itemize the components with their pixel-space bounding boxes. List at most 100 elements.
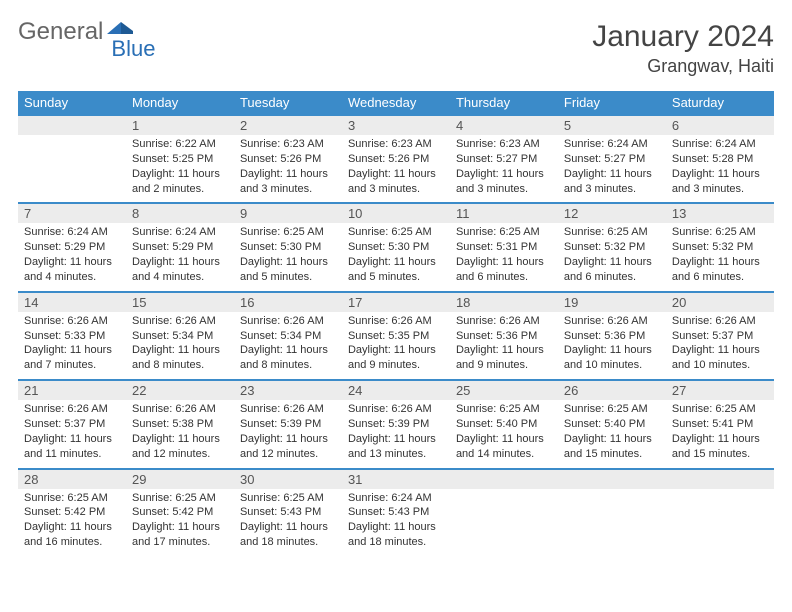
day-cell: 20Sunrise: 6:26 AMSunset: 5:37 PMDayligh…	[666, 292, 774, 380]
daylight-text: Daylight: 11 hours and 12 minutes.	[132, 432, 228, 462]
day-content: Sunrise: 6:24 AMSunset: 5:43 PMDaylight:…	[342, 489, 450, 556]
daylight-text: Daylight: 11 hours and 15 minutes.	[672, 432, 768, 462]
page-header: General Blue January 2024 Grangwav, Hait…	[18, 20, 774, 77]
sunrise-text: Sunrise: 6:25 AM	[456, 225, 552, 240]
dow-sun: Sunday	[18, 91, 126, 115]
day-number: 15	[126, 293, 234, 312]
dow-sat: Saturday	[666, 91, 774, 115]
day-cell: 24Sunrise: 6:26 AMSunset: 5:39 PMDayligh…	[342, 380, 450, 468]
sunrise-text: Sunrise: 6:26 AM	[24, 402, 120, 417]
day-cell: 28Sunrise: 6:25 AMSunset: 5:42 PMDayligh…	[18, 469, 126, 556]
day-cell: 9Sunrise: 6:25 AMSunset: 5:30 PMDaylight…	[234, 203, 342, 291]
day-content: Sunrise: 6:25 AMSunset: 5:31 PMDaylight:…	[450, 223, 558, 290]
day-content: Sunrise: 6:26 AMSunset: 5:36 PMDaylight:…	[558, 312, 666, 379]
sunrise-text: Sunrise: 6:23 AM	[348, 137, 444, 152]
day-content	[666, 489, 774, 497]
day-number	[18, 116, 126, 135]
sunset-text: Sunset: 5:41 PM	[672, 417, 768, 432]
day-content: Sunrise: 6:24 AMSunset: 5:29 PMDaylight:…	[18, 223, 126, 290]
sunset-text: Sunset: 5:29 PM	[132, 240, 228, 255]
daylight-text: Daylight: 11 hours and 2 minutes.	[132, 167, 228, 197]
dow-row: Sunday Monday Tuesday Wednesday Thursday…	[18, 91, 774, 115]
day-cell: 29Sunrise: 6:25 AMSunset: 5:42 PMDayligh…	[126, 469, 234, 556]
day-number: 28	[18, 470, 126, 489]
day-content: Sunrise: 6:26 AMSunset: 5:34 PMDaylight:…	[126, 312, 234, 379]
sunset-text: Sunset: 5:42 PM	[132, 505, 228, 520]
week-row: 21Sunrise: 6:26 AMSunset: 5:37 PMDayligh…	[18, 380, 774, 468]
sunrise-text: Sunrise: 6:26 AM	[672, 314, 768, 329]
day-number: 1	[126, 116, 234, 135]
sunrise-text: Sunrise: 6:25 AM	[564, 402, 660, 417]
day-cell	[18, 115, 126, 203]
sunrise-text: Sunrise: 6:25 AM	[672, 402, 768, 417]
sunrise-text: Sunrise: 6:23 AM	[240, 137, 336, 152]
day-number: 7	[18, 204, 126, 223]
daylight-text: Daylight: 11 hours and 8 minutes.	[240, 343, 336, 373]
day-cell: 30Sunrise: 6:25 AMSunset: 5:43 PMDayligh…	[234, 469, 342, 556]
day-cell: 13Sunrise: 6:25 AMSunset: 5:32 PMDayligh…	[666, 203, 774, 291]
dow-wed: Wednesday	[342, 91, 450, 115]
day-content: Sunrise: 6:26 AMSunset: 5:39 PMDaylight:…	[342, 400, 450, 467]
daylight-text: Daylight: 11 hours and 14 minutes.	[456, 432, 552, 462]
sunset-text: Sunset: 5:43 PM	[348, 505, 444, 520]
daylight-text: Daylight: 11 hours and 9 minutes.	[456, 343, 552, 373]
day-content: Sunrise: 6:26 AMSunset: 5:39 PMDaylight:…	[234, 400, 342, 467]
day-content: Sunrise: 6:25 AMSunset: 5:41 PMDaylight:…	[666, 400, 774, 467]
day-content: Sunrise: 6:25 AMSunset: 5:30 PMDaylight:…	[342, 223, 450, 290]
sunrise-text: Sunrise: 6:25 AM	[240, 491, 336, 506]
week-row: 1Sunrise: 6:22 AMSunset: 5:25 PMDaylight…	[18, 115, 774, 203]
day-content: Sunrise: 6:25 AMSunset: 5:32 PMDaylight:…	[666, 223, 774, 290]
sunrise-text: Sunrise: 6:24 AM	[672, 137, 768, 152]
day-cell: 21Sunrise: 6:26 AMSunset: 5:37 PMDayligh…	[18, 380, 126, 468]
day-number	[666, 470, 774, 489]
day-content: Sunrise: 6:25 AMSunset: 5:40 PMDaylight:…	[558, 400, 666, 467]
day-cell: 11Sunrise: 6:25 AMSunset: 5:31 PMDayligh…	[450, 203, 558, 291]
daylight-text: Daylight: 11 hours and 4 minutes.	[24, 255, 120, 285]
day-number: 26	[558, 381, 666, 400]
sunset-text: Sunset: 5:25 PM	[132, 152, 228, 167]
sunrise-text: Sunrise: 6:24 AM	[24, 225, 120, 240]
day-number: 30	[234, 470, 342, 489]
sunrise-text: Sunrise: 6:25 AM	[672, 225, 768, 240]
day-cell: 4Sunrise: 6:23 AMSunset: 5:27 PMDaylight…	[450, 115, 558, 203]
daylight-text: Daylight: 11 hours and 3 minutes.	[672, 167, 768, 197]
day-cell: 25Sunrise: 6:25 AMSunset: 5:40 PMDayligh…	[450, 380, 558, 468]
day-cell: 22Sunrise: 6:26 AMSunset: 5:38 PMDayligh…	[126, 380, 234, 468]
sunrise-text: Sunrise: 6:25 AM	[24, 491, 120, 506]
sunrise-text: Sunrise: 6:23 AM	[456, 137, 552, 152]
day-cell: 17Sunrise: 6:26 AMSunset: 5:35 PMDayligh…	[342, 292, 450, 380]
sunset-text: Sunset: 5:33 PM	[24, 329, 120, 344]
day-number: 17	[342, 293, 450, 312]
day-number: 5	[558, 116, 666, 135]
day-cell: 7Sunrise: 6:24 AMSunset: 5:29 PMDaylight…	[18, 203, 126, 291]
sunset-text: Sunset: 5:40 PM	[456, 417, 552, 432]
day-content: Sunrise: 6:24 AMSunset: 5:27 PMDaylight:…	[558, 135, 666, 202]
sunset-text: Sunset: 5:30 PM	[348, 240, 444, 255]
day-content: Sunrise: 6:24 AMSunset: 5:29 PMDaylight:…	[126, 223, 234, 290]
day-number: 27	[666, 381, 774, 400]
daylight-text: Daylight: 11 hours and 12 minutes.	[240, 432, 336, 462]
day-cell: 16Sunrise: 6:26 AMSunset: 5:34 PMDayligh…	[234, 292, 342, 380]
daylight-text: Daylight: 11 hours and 5 minutes.	[240, 255, 336, 285]
sunset-text: Sunset: 5:40 PM	[564, 417, 660, 432]
sunset-text: Sunset: 5:36 PM	[564, 329, 660, 344]
sunrise-text: Sunrise: 6:24 AM	[564, 137, 660, 152]
day-number: 25	[450, 381, 558, 400]
daylight-text: Daylight: 11 hours and 7 minutes.	[24, 343, 120, 373]
sunset-text: Sunset: 5:36 PM	[456, 329, 552, 344]
week-row: 28Sunrise: 6:25 AMSunset: 5:42 PMDayligh…	[18, 469, 774, 556]
daylight-text: Daylight: 11 hours and 10 minutes.	[564, 343, 660, 373]
day-number: 21	[18, 381, 126, 400]
day-content: Sunrise: 6:26 AMSunset: 5:37 PMDaylight:…	[18, 400, 126, 467]
day-content: Sunrise: 6:26 AMSunset: 5:38 PMDaylight:…	[126, 400, 234, 467]
day-content: Sunrise: 6:25 AMSunset: 5:30 PMDaylight:…	[234, 223, 342, 290]
sunrise-text: Sunrise: 6:26 AM	[240, 314, 336, 329]
daylight-text: Daylight: 11 hours and 6 minutes.	[672, 255, 768, 285]
day-cell: 18Sunrise: 6:26 AMSunset: 5:36 PMDayligh…	[450, 292, 558, 380]
triangle-icon	[107, 18, 133, 36]
day-cell: 27Sunrise: 6:25 AMSunset: 5:41 PMDayligh…	[666, 380, 774, 468]
day-cell	[558, 469, 666, 556]
week-row: 14Sunrise: 6:26 AMSunset: 5:33 PMDayligh…	[18, 292, 774, 380]
day-number: 4	[450, 116, 558, 135]
day-number: 13	[666, 204, 774, 223]
